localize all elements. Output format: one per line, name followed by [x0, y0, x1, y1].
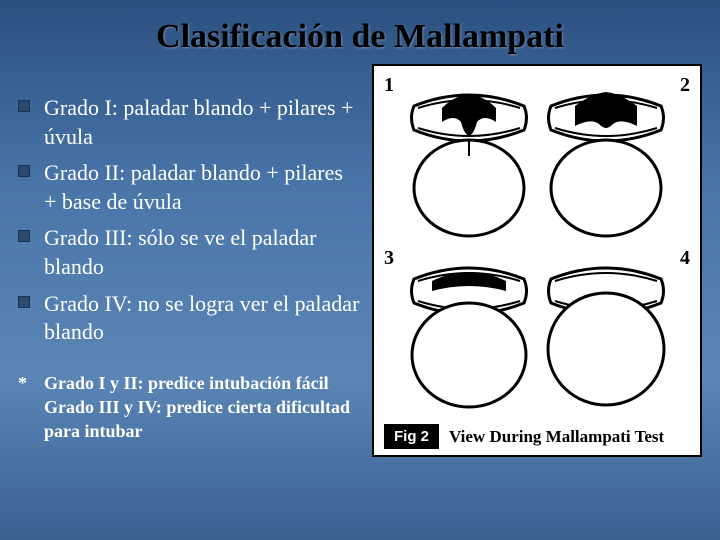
mouth-diagram-3: [402, 247, 535, 414]
figure-panel: 1 2 3 4: [372, 64, 702, 457]
asterisk-marker: *: [18, 371, 34, 395]
mouth-diagram-2: [539, 74, 672, 241]
figure-badge: Fig 2: [384, 424, 439, 449]
footnote-line: Grado I y II: predice intubación fácil: [44, 373, 329, 393]
bullet-text: Grado II: paladar blando + pilares + bas…: [44, 159, 360, 216]
list-item: Grado III: sólo se ve el paladar blando: [18, 224, 360, 281]
figure-label-3: 3: [384, 247, 398, 414]
bullet-text: Grado I: paladar blando + pilares + úvul…: [44, 94, 360, 151]
bullet-text: Grado III: sólo se ve el paladar blando: [44, 224, 360, 281]
bullet-text: Grado IV: no se logra ver el paladar bla…: [44, 290, 360, 347]
list-item: Grado II: paladar blando + pilares + bas…: [18, 159, 360, 216]
footnote-text: Grado I y II: predice intubación fácil G…: [44, 371, 360, 444]
figure-label-2: 2: [676, 74, 690, 241]
square-bullet-icon: [18, 100, 30, 112]
left-column: Grado I: paladar blando + pilares + úvul…: [18, 64, 360, 457]
content-row: Grado I: paladar blando + pilares + úvul…: [0, 64, 720, 457]
figure-label-1: 1: [384, 74, 398, 241]
list-item: Grado I: paladar blando + pilares + úvul…: [18, 94, 360, 151]
square-bullet-icon: [18, 165, 30, 177]
page-title: Clasificación de Mallampati: [0, 0, 720, 64]
figure-grid: 1 2 3 4: [384, 74, 690, 414]
square-bullet-icon: [18, 296, 30, 308]
bullet-list: Grado I: paladar blando + pilares + úvul…: [18, 94, 360, 347]
list-item: Grado IV: no se logra ver el paladar bla…: [18, 290, 360, 347]
figure-label-4: 4: [676, 247, 690, 414]
footnote: * Grado I y II: predice intubación fácil…: [18, 371, 360, 444]
footnote-line: Grado III y IV: predice cierta dificulta…: [44, 397, 350, 441]
square-bullet-icon: [18, 230, 30, 242]
figure-caption-row: Fig 2 View During Mallampati Test: [384, 424, 690, 449]
figure-caption: View During Mallampati Test: [449, 427, 664, 447]
mouth-diagram-4: [539, 247, 672, 414]
mouth-diagram-1: [402, 74, 535, 241]
